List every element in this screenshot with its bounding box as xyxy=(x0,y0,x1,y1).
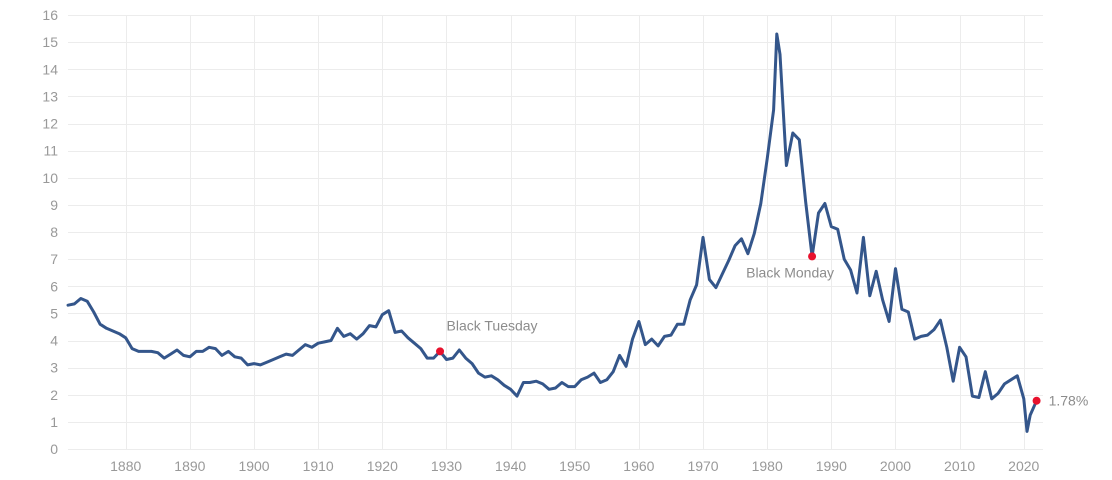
series-layer xyxy=(66,32,1039,433)
x-tick-label: 1900 xyxy=(238,458,269,474)
annotations: Black Tuesday Black Monday 1.78% xyxy=(436,252,1089,409)
y-tick-label: 7 xyxy=(50,251,58,267)
y-tick-label: 5 xyxy=(50,305,58,321)
y-tick-label: 14 xyxy=(42,61,58,77)
y-tick-label: 6 xyxy=(50,278,58,294)
annotation-marker xyxy=(1032,396,1041,405)
y-tick-label: 0 xyxy=(50,441,58,457)
annotation-label: Black Monday xyxy=(746,264,834,280)
y-tick-label: 11 xyxy=(43,143,58,159)
x-tick-label: 1980 xyxy=(752,458,783,474)
x-tick-label: 1910 xyxy=(303,458,334,474)
y-tick-label: 2 xyxy=(50,387,58,403)
annotation-marker xyxy=(436,347,445,356)
y-tick-label: 1 xyxy=(50,414,58,430)
y-tick-label: 8 xyxy=(50,224,58,240)
y-tick-label: 16 xyxy=(42,7,58,23)
y-tick-label: 3 xyxy=(50,360,58,376)
series-line xyxy=(66,32,1039,433)
x-tick-label: 2000 xyxy=(880,458,911,474)
annotation-label: 1.78% xyxy=(1049,393,1089,409)
x-tick-label: 1890 xyxy=(174,458,205,474)
y-tick-label: 9 xyxy=(50,197,58,213)
x-axis-tick-labels: 1880 1890 1900 1910 1920 1930 1940 1950 1960 1970… xyxy=(110,458,1039,474)
y-tick-label: 4 xyxy=(50,333,58,349)
grid xyxy=(68,15,1043,450)
x-tick-label: 1920 xyxy=(367,458,398,474)
x-tick-label: 2020 xyxy=(1008,458,1039,474)
y-tick-label: 15 xyxy=(42,34,58,50)
x-tick-label: 1960 xyxy=(623,458,654,474)
x-tick-label: 1930 xyxy=(431,458,462,474)
annotation-label: Black Tuesday xyxy=(447,317,538,333)
x-tick-label: 1950 xyxy=(559,458,590,474)
x-tick-label: 1940 xyxy=(495,458,526,474)
x-tick-label: 1990 xyxy=(816,458,847,474)
x-tick-label: 1970 xyxy=(687,458,718,474)
x-tick-label: 2010 xyxy=(944,458,975,474)
y-tick-label: 12 xyxy=(42,116,58,132)
y-tick-label: 10 xyxy=(42,170,58,186)
y-tick-label: 13 xyxy=(42,88,58,104)
annotation-marker xyxy=(808,252,817,261)
x-tick-label: 1880 xyxy=(110,458,141,474)
